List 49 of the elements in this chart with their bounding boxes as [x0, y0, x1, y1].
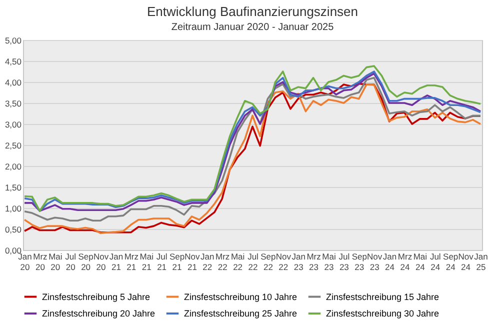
x-tick-label: Mai 20 — [48, 252, 62, 272]
x-tick-label: Mai 24 — [413, 252, 428, 272]
x-tick-label: Mai 21 — [140, 252, 154, 272]
y-tick-label: 3,50 — [4, 98, 22, 108]
chart-title: Entwicklung Baufinanzierungszinsen — [146, 4, 358, 19]
legend-label: Zinsfestschreibung 5 Jahre — [42, 292, 150, 302]
legend-label: Zinsfestschreibung 15 Jahre — [326, 292, 440, 302]
x-tick-label: Mrz 20 — [33, 252, 48, 272]
x-tick-label: Jan 21 — [109, 252, 124, 272]
chart-subtitle: Zeitraum Januar 2020 - Januar 2025 — [171, 22, 334, 33]
x-tick-label: Nov 20 — [93, 252, 110, 272]
x-tick-label: Jan 24 — [382, 252, 397, 272]
legend-label: Zinsfestschreibung 30 Jahre — [326, 308, 440, 318]
y-tick-label: 1,50 — [4, 182, 22, 192]
y-tick-label: 3,00 — [4, 120, 22, 130]
x-tick-label: Jan 22 — [200, 252, 215, 272]
x-tick-label: Nov 22 — [276, 252, 292, 272]
y-tick-label: 5,00 — [4, 36, 22, 46]
x-tick-label: Jul 23 — [338, 252, 350, 272]
x-tick-label: Mrz 24 — [398, 252, 412, 272]
x-tick-label: Sep 23 — [352, 252, 368, 272]
x-tick-label: Mrz 21 — [124, 252, 138, 272]
x-tick-label: Sep 24 — [443, 252, 458, 272]
x-tick-label: Mai 23 — [322, 252, 336, 272]
x-tick-label: Jan 25 — [474, 252, 488, 272]
x-tick-label: Sep 22 — [260, 252, 276, 272]
x-tick-label: Jul 21 — [156, 252, 168, 272]
x-tick-label: Sep 20 — [78, 252, 94, 272]
x-tick-label: Nov 23 — [367, 252, 383, 272]
y-tick-label: 0,00 — [4, 246, 22, 256]
legend-label: Zinsfestschreibung 20 Jahre — [42, 308, 156, 318]
y-tick-label: 1,00 — [4, 204, 22, 214]
x-tick-label: Mai 22 — [230, 252, 245, 272]
legend-label: Zinsfestschreibung 10 Jahre — [184, 292, 298, 302]
legend-label: Zinsfestschreibung 25 Jahre — [184, 308, 298, 318]
x-tick-label: Sep 21 — [169, 252, 185, 272]
x-tick-label: Jul 20 — [65, 252, 76, 272]
x-tick-label: Jul 22 — [248, 252, 259, 272]
x-tick-label: Nov 24 — [458, 252, 474, 272]
y-tick-label: 2,50 — [4, 140, 22, 150]
x-tick-label: Mrz 23 — [306, 252, 321, 272]
y-tick-label: 4,00 — [4, 78, 22, 88]
x-tick-label: Mrz 22 — [216, 252, 230, 272]
y-tick-label: 2,00 — [4, 162, 22, 172]
y-tick-label: 4,50 — [4, 56, 22, 66]
y-tick-label: 0,50 — [4, 224, 22, 234]
x-tick-label: Jan 23 — [292, 252, 306, 272]
x-tick-label: Nov 21 — [184, 252, 201, 272]
x-tick-label: Jul 24 — [430, 252, 441, 272]
